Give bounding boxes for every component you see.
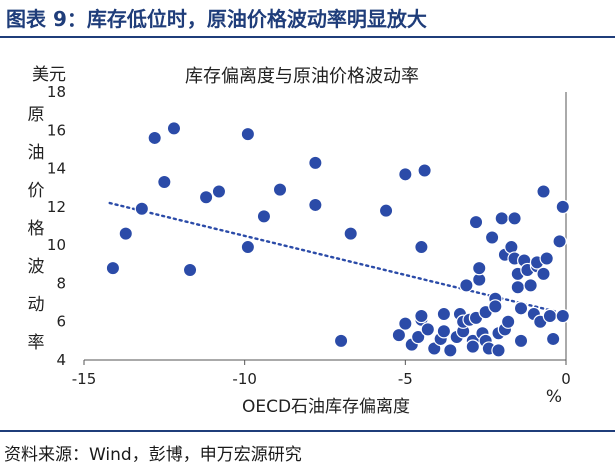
data-point xyxy=(256,209,272,224)
data-point xyxy=(545,331,561,347)
y-tick-label: 6 xyxy=(56,313,66,331)
data-point xyxy=(536,184,551,199)
data-point xyxy=(211,184,227,199)
data-point xyxy=(436,306,452,322)
data-point xyxy=(105,260,121,276)
data-point xyxy=(118,226,133,241)
data-point xyxy=(391,327,407,343)
data-point xyxy=(414,239,429,255)
data-point xyxy=(494,211,509,226)
data-point xyxy=(420,322,436,337)
y-unit-label: 美元 xyxy=(32,65,66,85)
data-point xyxy=(417,163,432,178)
data-point xyxy=(378,203,394,218)
data-point xyxy=(488,299,503,314)
data-point xyxy=(459,278,474,293)
data-point xyxy=(240,126,256,142)
x-unit-label: % xyxy=(546,387,562,407)
chart-title: 库存偏离度与原油价格波动率 xyxy=(185,66,419,87)
data-point xyxy=(182,262,198,278)
x-tick-label: -15 xyxy=(72,370,97,388)
data-point xyxy=(507,211,522,226)
data-point xyxy=(542,308,558,324)
data-point xyxy=(333,333,349,349)
data-point xyxy=(491,343,506,358)
data-point xyxy=(523,278,538,293)
y-tick-label: 16 xyxy=(47,121,66,139)
y-tick-label: 8 xyxy=(56,274,66,292)
title-rule xyxy=(0,36,615,38)
data-point xyxy=(398,167,413,182)
data-point xyxy=(472,260,487,276)
data-points xyxy=(105,121,570,358)
data-point xyxy=(443,343,458,358)
data-point xyxy=(398,316,413,331)
data-point xyxy=(414,308,429,324)
data-point xyxy=(308,155,323,171)
y-axis-label-char: 原 xyxy=(28,105,45,125)
y-axis-label-char: 格 xyxy=(28,219,45,239)
y-tick-label: 18 xyxy=(47,83,66,101)
y-tick-labels: 4 6 8 10 12 14 16 18 xyxy=(47,83,66,369)
x-tick-label: 0 xyxy=(561,370,571,388)
data-point xyxy=(539,251,554,266)
data-point xyxy=(410,329,426,345)
source-note: 资料来源：Wind，彭博，申万宏源研究 xyxy=(4,445,302,465)
data-point xyxy=(166,121,182,136)
y-tick-label: 14 xyxy=(47,160,66,178)
data-point xyxy=(500,314,516,329)
data-point xyxy=(468,214,484,230)
y-tick-label: 10 xyxy=(47,236,66,254)
data-point xyxy=(198,190,214,205)
footer-rule xyxy=(0,430,615,432)
y-tick-label: 12 xyxy=(47,198,66,216)
x-tick-label: -5 xyxy=(398,370,413,388)
y-axis-label-char: 油 xyxy=(28,143,45,163)
y-axis-label-char: 率 xyxy=(28,333,45,353)
y-axis-label-char: 价 xyxy=(28,181,45,201)
x-tick-label: -10 xyxy=(232,370,257,388)
data-point xyxy=(240,239,256,255)
data-point xyxy=(555,199,570,215)
data-point xyxy=(272,182,288,197)
y-axis-label-char: 波 xyxy=(28,257,45,277)
y-axis-label-char: 动 xyxy=(28,295,45,315)
data-point xyxy=(484,230,500,245)
data-point xyxy=(157,174,172,190)
data-point xyxy=(308,197,323,213)
data-point xyxy=(147,130,162,146)
data-point xyxy=(134,201,150,216)
figure-title: 图表 9：库存低位时，原油价格波动率明显放大 xyxy=(6,7,427,31)
data-point xyxy=(513,333,529,349)
data-point xyxy=(465,339,481,354)
y-tick-label: 4 xyxy=(56,351,66,369)
x-axis-label: OECD石油库存偏离度 xyxy=(242,397,410,417)
x-tick-labels: -15 -10 -5 0 xyxy=(72,360,571,388)
data-point xyxy=(513,301,529,316)
data-point xyxy=(552,234,567,249)
data-point xyxy=(555,308,570,324)
data-point xyxy=(343,226,358,241)
data-point xyxy=(536,266,551,282)
scatter-chart: 库存偏离度与原油价格波动率 美元 % OECD石油库存偏离度 原油价格波动率 4… xyxy=(28,65,571,417)
data-point xyxy=(510,280,525,295)
data-point xyxy=(436,324,452,339)
y-axis-label: 原油价格波动率 xyxy=(28,105,45,353)
